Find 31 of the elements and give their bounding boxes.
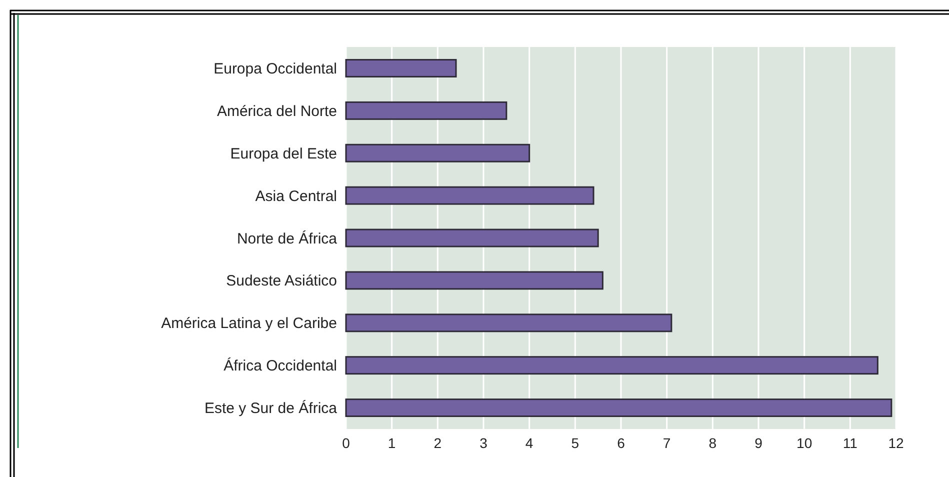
y-tick-label: Europa del Este — [230, 145, 337, 162]
x-tick-label: 12 — [888, 435, 904, 451]
y-tick-label: África Occidental — [224, 356, 337, 375]
x-tick-label: 1 — [388, 435, 396, 451]
bar — [345, 58, 457, 78]
x-tick-label: 7 — [662, 435, 671, 451]
bar — [345, 228, 599, 248]
y-tick-label: Asia Central — [255, 188, 337, 205]
x-tick-label: 0 — [342, 435, 350, 451]
bar — [345, 356, 878, 375]
y-tick-label: América Latina y el Caribe — [161, 315, 337, 332]
x-tick-label: 2 — [434, 435, 442, 451]
x-tick-label: 9 — [754, 435, 763, 451]
x-tick-label: 10 — [796, 435, 812, 451]
y-tick-label: América del Norte — [216, 102, 337, 120]
x-tick-label: 3 — [480, 435, 488, 451]
bar — [345, 144, 530, 162]
bar — [345, 101, 508, 120]
bar — [345, 271, 604, 290]
y-tick-label: Norte de África — [236, 229, 338, 248]
x-tick-label: 8 — [708, 435, 717, 451]
x-tick-label: 11 — [842, 435, 858, 451]
y-tick-label: Europa Occidental — [214, 60, 337, 78]
x-tick-label: 4 — [525, 435, 534, 451]
x-tick-label: 6 — [617, 435, 626, 451]
x-tick-label: 5 — [571, 435, 580, 451]
bar — [345, 186, 594, 205]
y-tick-label: Este y Sur de África — [204, 399, 338, 418]
y-tick-label: Sudeste Asiático — [226, 272, 337, 290]
bar — [345, 398, 892, 418]
bar — [345, 314, 672, 332]
